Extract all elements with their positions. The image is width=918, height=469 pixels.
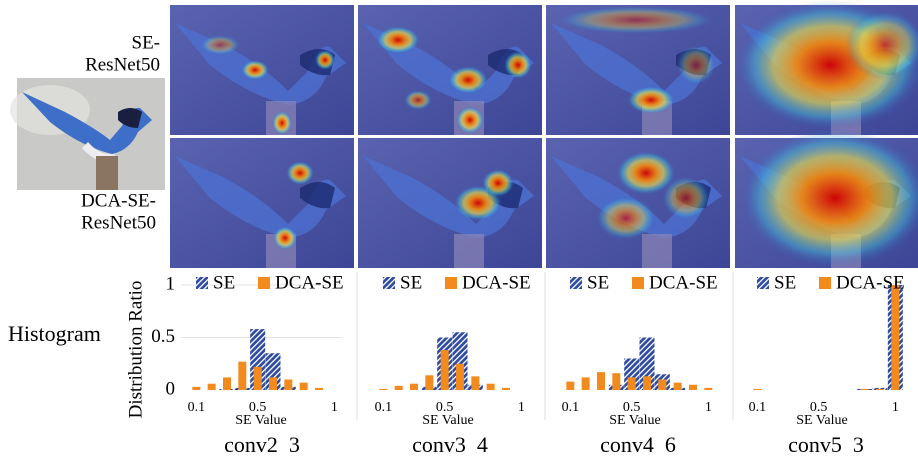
column-label: conv2 3 <box>224 432 300 457</box>
bar <box>704 387 713 390</box>
legend-swatch <box>445 277 457 289</box>
bar <box>876 388 884 390</box>
x-tick-label: 0.5 <box>623 400 641 415</box>
x-axis-label: SE Value <box>796 413 847 428</box>
bar <box>394 385 403 390</box>
bar <box>425 375 434 390</box>
x-axis-label: SE Value <box>422 413 473 428</box>
bar <box>379 388 388 390</box>
bar <box>658 379 667 390</box>
row-label: DCA-SE- <box>81 190 156 211</box>
column-label: conv3 4 <box>412 432 488 457</box>
bar <box>471 376 480 390</box>
bar <box>192 386 201 390</box>
x-tick-label: 0.5 <box>249 400 267 415</box>
y-tick-label: 0 <box>166 378 176 399</box>
bar <box>689 384 697 390</box>
panel-separators <box>356 272 734 420</box>
row-label: SE- <box>132 32 161 53</box>
x-axis-label: SE Value <box>609 413 660 428</box>
x-tick-label: 0.5 <box>436 400 454 415</box>
input-image <box>10 78 165 190</box>
bar <box>612 373 621 390</box>
bar <box>315 387 323 390</box>
y-tick-label: 1 <box>166 273 176 294</box>
x-tick-label: 1 <box>331 400 338 415</box>
x-tick-label: 0.1 <box>188 400 206 415</box>
bar <box>891 285 900 390</box>
legend-label: DCA-SE <box>836 272 905 293</box>
bar <box>502 387 510 390</box>
bar <box>440 350 449 390</box>
legend-swatch <box>757 277 769 289</box>
x-tick-label: 0.1 <box>562 400 580 415</box>
bar <box>597 372 605 390</box>
bar <box>284 379 293 390</box>
bar <box>456 363 464 390</box>
bar <box>223 377 231 390</box>
x-axis-label: SE Value <box>235 413 286 428</box>
bar <box>566 381 575 390</box>
bar <box>410 383 418 390</box>
legend-swatch <box>632 277 644 289</box>
bar <box>581 377 590 390</box>
legend-swatch <box>570 277 582 289</box>
bar <box>238 361 247 390</box>
x-tick-label: 0.5 <box>810 400 828 415</box>
y-tick-label: 0.5 <box>151 326 175 347</box>
legend-swatch <box>383 277 395 289</box>
legend-label: SE <box>213 272 235 293</box>
bar <box>643 376 651 390</box>
bar <box>486 383 495 390</box>
heatmaps <box>170 0 918 268</box>
column-label: conv5 3 <box>788 432 864 457</box>
bar <box>753 388 762 390</box>
row-label: ResNet50 <box>81 212 156 233</box>
bar <box>299 382 308 390</box>
y-axis-label: Distribution Ratio <box>125 281 146 419</box>
legend-swatch <box>196 277 208 289</box>
x-tick-label: 0.1 <box>375 400 393 415</box>
legend-label: SE <box>587 272 609 293</box>
x-tick-label: 1 <box>892 400 899 415</box>
bar <box>207 383 216 390</box>
column-label: conv4 6 <box>600 432 676 457</box>
row-label: ResNet50 <box>85 54 160 75</box>
legend-label: SE <box>774 272 796 293</box>
x-tick-label: 1 <box>518 400 525 415</box>
x-tick-label: 0.1 <box>749 400 767 415</box>
legend-swatch <box>819 277 831 289</box>
row-label: Histogram <box>8 321 101 346</box>
bar <box>673 382 682 390</box>
legend-label: SE <box>400 272 422 293</box>
bar <box>253 366 262 390</box>
legend-swatch <box>258 277 270 289</box>
legend-label: DCA-SE <box>275 272 344 293</box>
legend-label: DCA-SE <box>462 272 531 293</box>
bar <box>860 388 869 390</box>
bar <box>627 377 636 390</box>
legend-label: DCA-SE <box>649 272 718 293</box>
x-tick-label: 1 <box>705 400 712 415</box>
bar <box>269 377 277 390</box>
